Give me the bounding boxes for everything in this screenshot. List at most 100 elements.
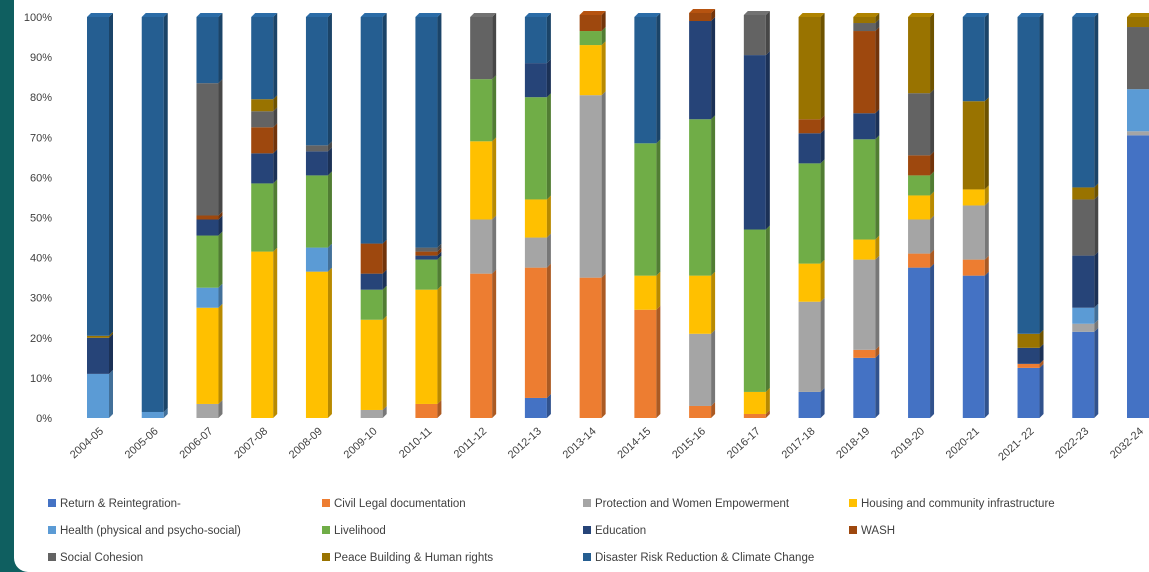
y-tick-label-80: 80% [30, 92, 52, 104]
bar-side [930, 151, 935, 176]
bar-side [601, 10, 606, 32]
legend-item: Livelihood [322, 525, 386, 537]
bar-segment [798, 259, 825, 302]
bar-side [930, 171, 935, 196]
legend-item: Education [583, 525, 646, 537]
bar-front [1127, 27, 1149, 90]
bar-side [820, 13, 825, 120]
bar-front [853, 31, 876, 114]
bar-front [196, 403, 219, 418]
bar-segment [196, 13, 223, 84]
bar-segment [798, 115, 825, 134]
legend-swatch [322, 553, 330, 561]
bar-segment [689, 8, 716, 22]
bar-front [743, 229, 766, 392]
bar-side [437, 285, 442, 404]
x-axis: 2004-05 2005-06 2006-07 2007-08 2008-09 2009-… [68, 425, 1146, 463]
x-tick-label: 2006-07 [177, 425, 215, 461]
bar-front [196, 17, 219, 84]
bar-segment [853, 13, 880, 24]
bar-front [908, 219, 931, 254]
bar-front [305, 151, 328, 176]
bar-segment [689, 401, 716, 418]
bar-front [962, 205, 985, 260]
bar-side [492, 215, 497, 274]
bar-top [634, 13, 661, 17]
bar-segment [853, 345, 880, 358]
bar-side [327, 141, 332, 152]
bar-segment [743, 409, 770, 418]
bar-front [579, 45, 602, 96]
bar-side [437, 13, 442, 248]
bar-front [360, 409, 383, 418]
bar-front [853, 349, 876, 358]
x-tick-label: 2010-11 [397, 425, 434, 460]
bar-front [634, 275, 657, 310]
bar-front [579, 95, 602, 278]
legend-label: Civil Legal documentation [334, 498, 466, 510]
bar-front [305, 17, 328, 146]
bar-segment [87, 13, 113, 336]
bar-segment [87, 333, 113, 374]
bar-front [743, 391, 766, 414]
bar-front [743, 55, 766, 230]
bar-segment [1072, 327, 1099, 418]
bar-segment [360, 239, 387, 274]
bar-top [470, 13, 497, 17]
x-tick-label: 2032-24 [1108, 425, 1146, 461]
bar-front [470, 141, 493, 220]
bar-front [962, 259, 985, 276]
bar-side [492, 137, 497, 220]
bar-side [546, 59, 551, 98]
legend-swatch [583, 499, 591, 507]
bar-front [470, 17, 493, 80]
bar-front [251, 17, 274, 100]
bar-front [634, 17, 657, 144]
bar-segment [1072, 183, 1099, 200]
bar-front [634, 143, 657, 276]
legend-item: Social Cohesion [48, 552, 143, 564]
bar-side [820, 115, 825, 134]
bar-front [470, 273, 493, 418]
bar-front [798, 119, 821, 134]
bar-front [908, 175, 931, 196]
bar-segment [1127, 89, 1149, 132]
bar-top [360, 13, 387, 17]
bar-front [470, 219, 493, 274]
bar-front [251, 111, 274, 128]
bar-segment [141, 407, 168, 418]
bar-segment [689, 115, 716, 276]
bar-front [251, 153, 274, 184]
bar-front [196, 307, 219, 404]
legend-label: Social Cohesion [60, 552, 143, 564]
bar-side [930, 191, 935, 220]
bar-front [360, 243, 383, 274]
bar-segment [196, 399, 223, 418]
x-tick-label: 2015-16 [670, 425, 708, 461]
bar-front [251, 99, 274, 112]
bar-front [962, 189, 985, 206]
bar-side [875, 109, 880, 140]
bar-side [711, 329, 716, 406]
bar-side [875, 135, 880, 240]
bar-segment [524, 13, 551, 64]
bar-top [853, 13, 880, 17]
legend-item: Disaster Risk Reduction & Climate Change [583, 552, 814, 564]
bar-segment [689, 271, 716, 334]
legend-label: Health (physical and psycho-social) [60, 525, 241, 537]
bar-front [1072, 199, 1095, 256]
bar-side [875, 27, 880, 114]
x-tick-label: 2005-06 [123, 425, 161, 461]
bar-front [689, 275, 712, 334]
bar-side [984, 271, 989, 418]
bar-front [87, 373, 109, 418]
bar-segment [853, 255, 880, 350]
y-tick-label-90: 90% [30, 52, 52, 64]
bar-segment [87, 369, 113, 418]
bar-segment [524, 93, 551, 200]
bar-segment [87, 331, 113, 338]
legend-swatch [849, 499, 857, 507]
bar-side [1039, 13, 1044, 334]
bar-front [87, 17, 109, 336]
bar-segment [305, 243, 332, 272]
